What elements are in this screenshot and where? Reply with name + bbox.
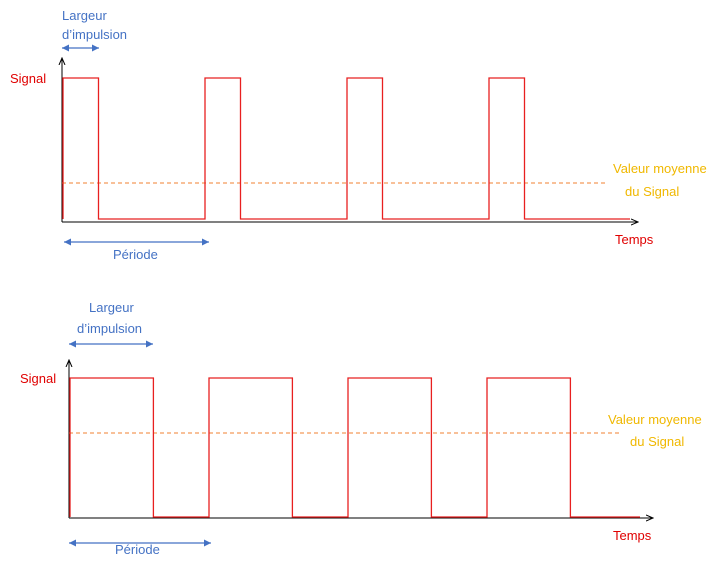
- y-axis-label: Signal: [10, 71, 47, 86]
- y-axis-label: Signal: [20, 371, 57, 386]
- signal-waveform: [69, 377, 640, 518]
- diagram-1: [62, 44, 638, 246]
- signal-waveform: [62, 77, 630, 220]
- pulse-width-label: d’impulsion: [62, 27, 128, 42]
- average-label: Valeur moyenne: [608, 412, 702, 427]
- average-label: du Signal: [630, 434, 685, 449]
- average-label: du Signal: [625, 184, 680, 199]
- diagram-2: [69, 340, 653, 547]
- period-label: Période: [115, 542, 160, 557]
- x-axis-label: Temps: [615, 232, 654, 247]
- period-label: Période: [113, 247, 158, 262]
- pulse-width-label: Largeur: [89, 300, 134, 315]
- pulse-width-label: d’impulsion: [77, 321, 143, 336]
- average-label: Valeur moyenne: [613, 161, 707, 176]
- pulse-width-label: Largeur: [62, 8, 107, 23]
- x-axis-label: Temps: [613, 528, 652, 543]
